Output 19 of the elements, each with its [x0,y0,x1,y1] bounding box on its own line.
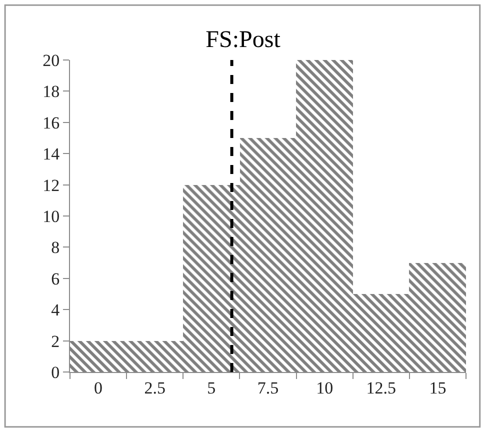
y-tick-label: 14 [42,144,60,164]
y-tick-label: 12 [42,176,60,195]
x-tick-label: 0 [94,378,103,398]
x-tick-label: 15 [429,378,446,398]
chart-title: FS:Post [206,27,281,54]
x-tick-label: 7.5 [257,378,279,398]
y-tick-label: 0 [51,362,60,382]
y-tick-label: 2 [51,332,60,351]
y-tick-label: 4 [51,300,60,320]
x-tick-label: 5 [207,378,216,398]
x-tick-label: 10 [316,378,334,398]
y-tick-label: 10 [42,206,60,226]
y-tick-label: 16 [42,113,60,132]
y-tick-label: 20 [42,50,60,70]
y-tick-label: 6 [51,269,60,288]
y-tick-label: 8 [51,238,60,258]
y-tick-label: 18 [42,82,60,102]
x-tick-label: 2.5 [144,378,166,398]
x-tick-label: 12.5 [366,378,396,398]
